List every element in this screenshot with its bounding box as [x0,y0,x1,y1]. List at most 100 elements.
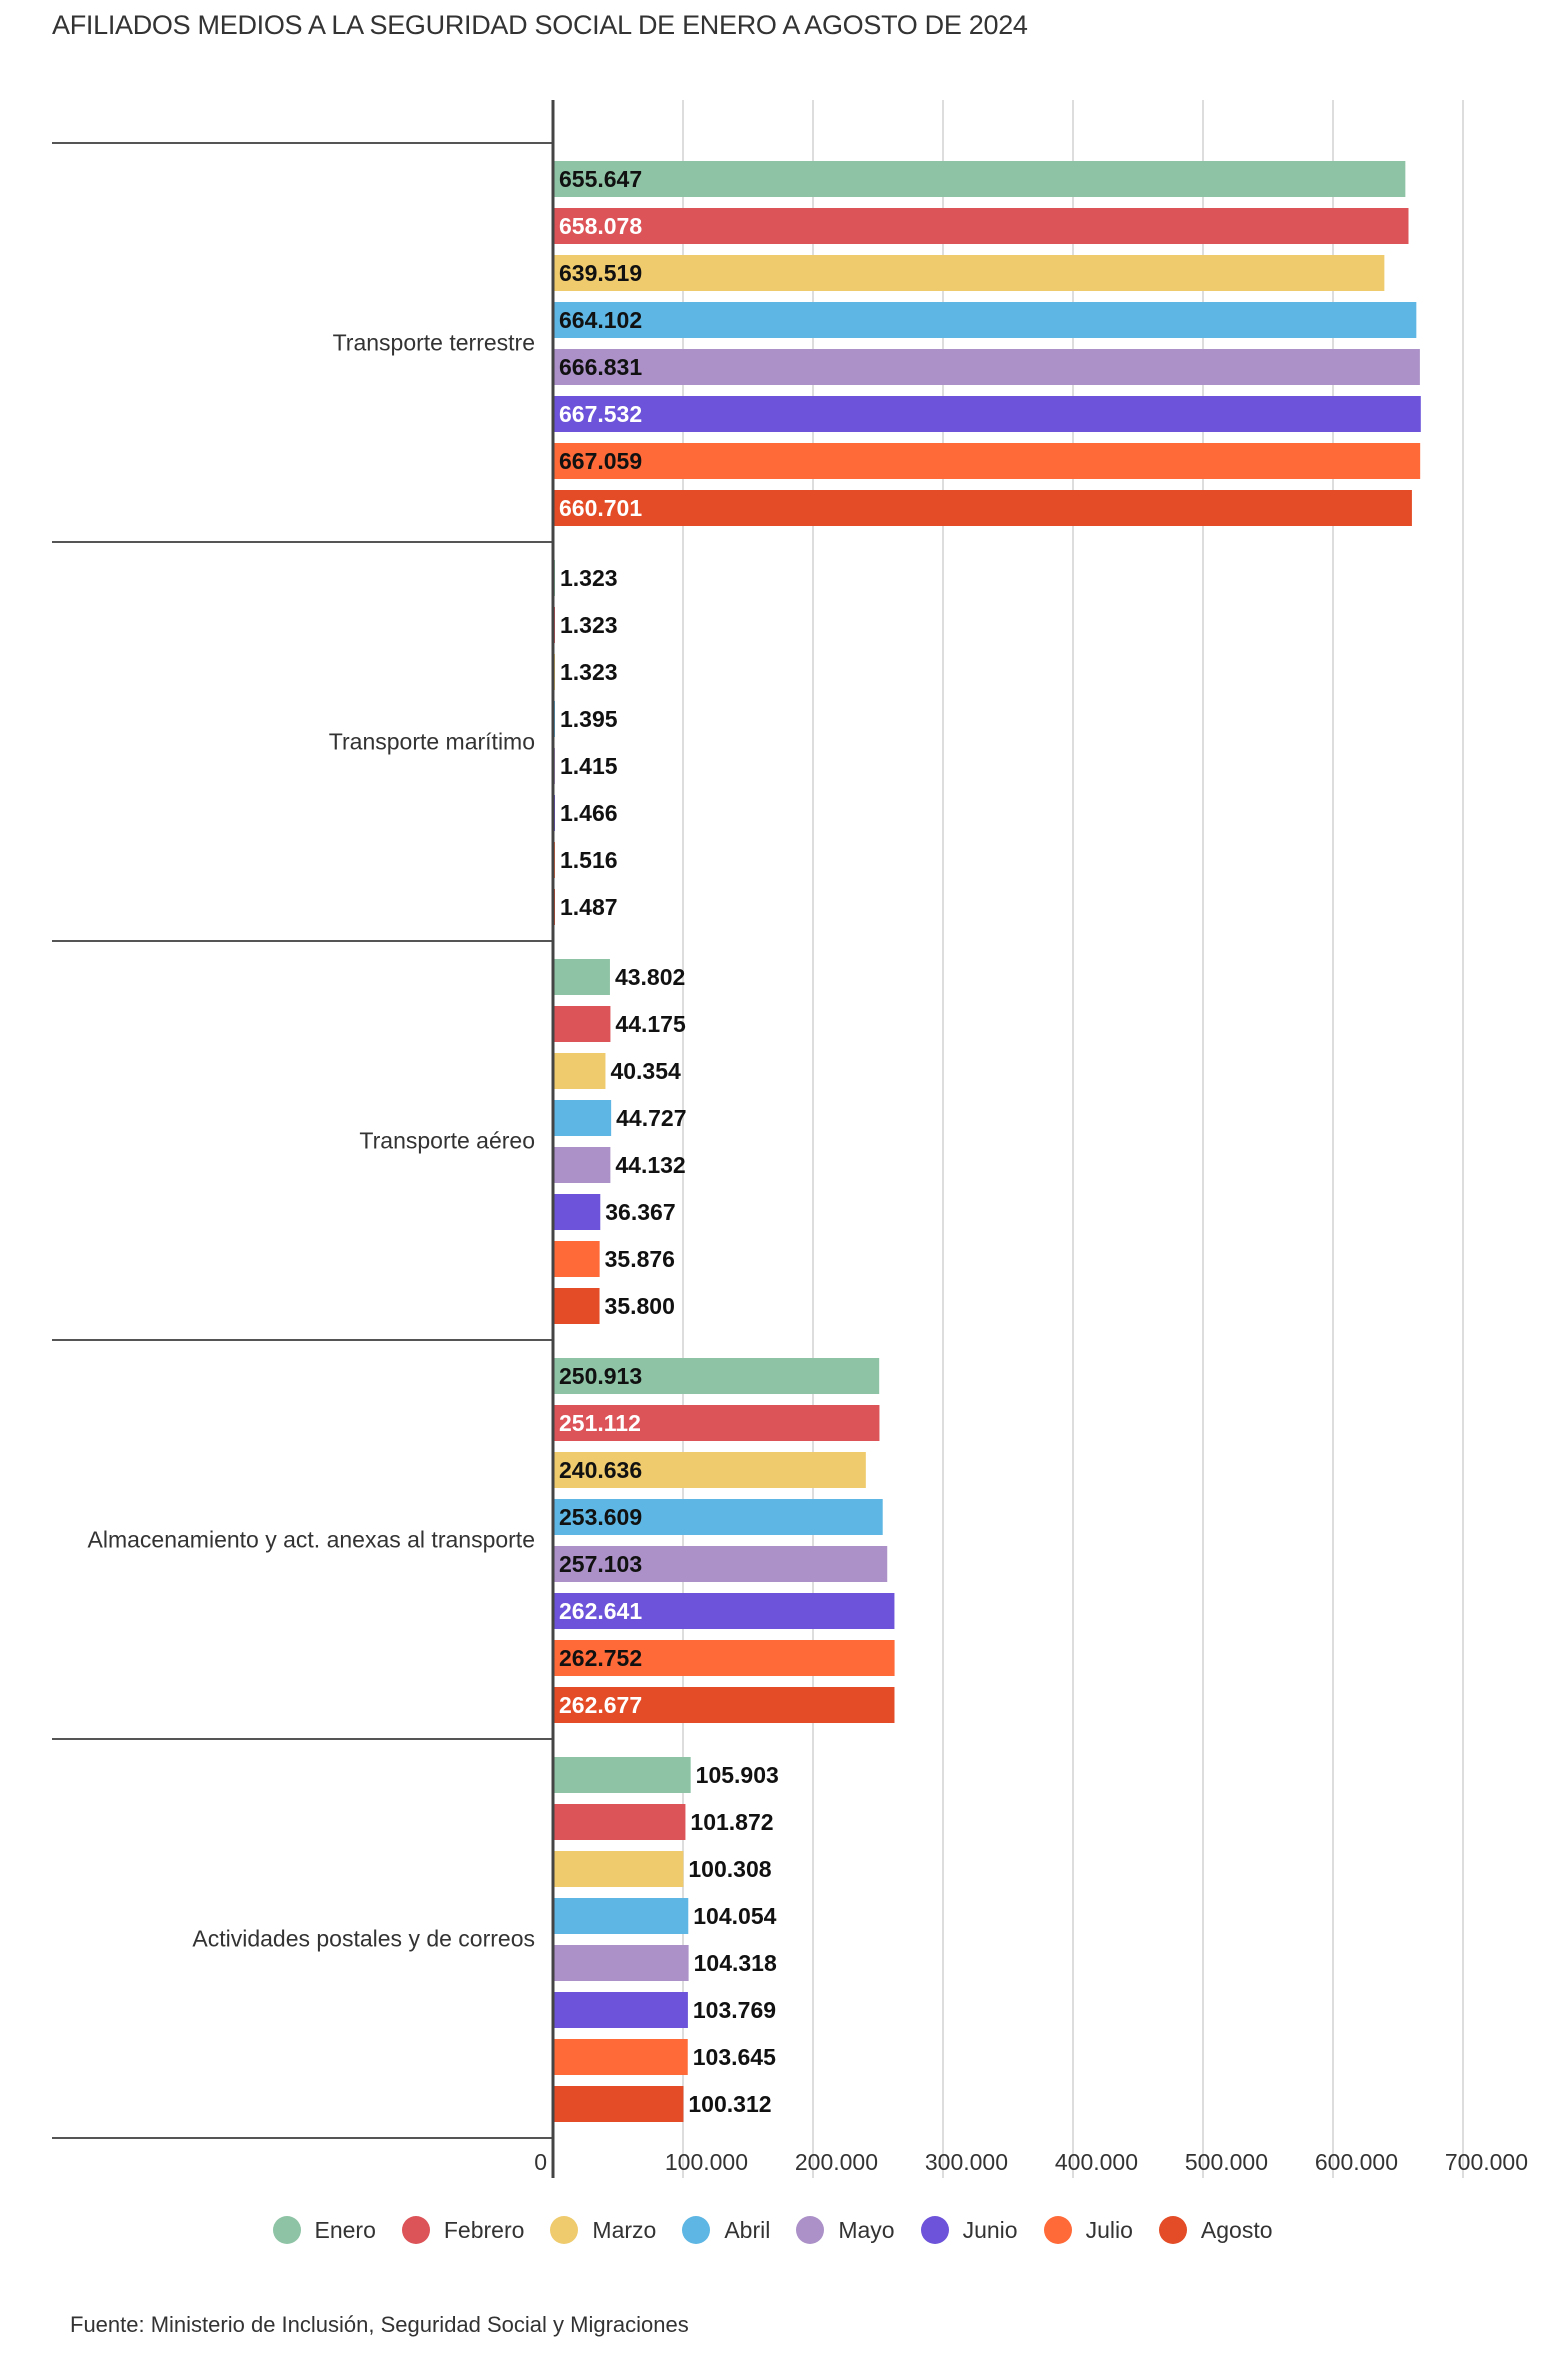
source-note: Fuente: Ministerio de Inclusión, Segurid… [70,2312,689,2337]
bar-agosto [553,490,1412,526]
data-label: 667.059 [559,448,642,474]
bar-enero [553,1757,691,1793]
bar-agosto [553,1288,600,1324]
legend: Enero Febrero Marzo Abril Mayo Junio Julio Agos… [0,2216,1545,2244]
legend-item-agosto[interactable]: Agosto [1158,2216,1273,2244]
data-label: 251.112 [559,1410,641,1436]
data-label: 667.532 [559,401,642,427]
category-label: Actividades postales y de correos [192,1926,535,1952]
chart-title: AFILIADOS MEDIOS A LA SEGURIDAD SOCIAL D… [52,10,1028,40]
data-label: 44.175 [615,1011,686,1037]
data-label: 250.913 [559,1363,642,1389]
data-label: 104.054 [693,1903,776,1929]
x-tick-label: 600.000 [1315,2149,1398,2175]
data-label: 1.323 [560,565,618,591]
data-label: 253.609 [559,1504,642,1530]
data-label: 35.876 [605,1246,675,1272]
bar-marzo [553,255,1385,291]
legend-dot-icon [1158,2216,1187,2244]
bar-junio [553,396,1421,432]
data-label: 1.516 [560,847,618,873]
bar-febrero [553,1804,686,1840]
data-label: 104.318 [694,1950,777,1976]
data-label: 101.872 [690,1809,773,1835]
legend-item-mayo[interactable]: Mayo [796,2216,895,2244]
legend-item-abril[interactable]: Abril [682,2216,770,2244]
legend-dot-icon [682,2216,711,2244]
legend-item-febrero[interactable]: Febrero [401,2216,525,2244]
bar-abril [553,1898,689,1934]
legend-label: Febrero [443,2216,525,2243]
bar-junio [553,1992,688,2028]
data-label: 100.312 [688,2091,771,2117]
data-label: 660.701 [559,495,642,521]
data-label: 1.415 [560,753,618,779]
x-tick-label: 300.000 [925,2149,1008,2175]
legend-label: Julio [1085,2216,1133,2243]
bar-febrero [553,208,1409,244]
bar-marzo [553,1851,684,1887]
data-label: 1.323 [560,659,618,685]
bar-enero [553,959,610,995]
data-label: 103.769 [693,1997,776,2023]
data-label: 639.519 [559,260,642,286]
bar-julio [553,2039,688,2075]
x-tick-label: 700.000 [1445,2149,1528,2175]
legend-dot-icon [401,2216,430,2244]
legend-item-enero[interactable]: Enero [272,2216,376,2244]
data-label: 262.752 [559,1645,642,1671]
bar-mayo [553,349,1420,385]
data-label: 43.802 [615,964,685,990]
data-label: 35.800 [605,1293,675,1319]
legend-label: Enero [314,2216,376,2243]
bar-marzo [553,1452,866,1488]
data-label: 240.636 [559,1457,642,1483]
x-tick-label: 0 [534,2149,547,2175]
legend-item-junio[interactable]: Junio [920,2216,1018,2244]
bar-abril [553,1100,612,1136]
bar-mayo [553,1945,689,1981]
data-label: 658.078 [559,213,642,239]
data-label: 1.487 [560,894,618,920]
bar-enero [553,1358,880,1394]
legend-dot-icon [1043,2216,1072,2244]
category-label: Transporte aéreo [359,1128,535,1154]
bar-julio [553,443,1421,479]
data-label: 1.323 [560,612,618,638]
bar-abril [553,302,1417,338]
data-label: 44.727 [616,1105,686,1131]
data-label: 262.677 [559,1692,642,1718]
data-label: 1.395 [560,706,618,732]
category-label: Transporte terrestre [333,330,535,356]
legend-label: Mayo [838,2216,895,2243]
bar-agosto [553,2086,684,2122]
x-tick-label: 500.000 [1185,2149,1268,2175]
bar-julio [553,1640,895,1676]
data-label: 655.647 [559,166,642,192]
data-label: 1.466 [560,800,618,826]
bar-junio [553,1194,601,1230]
legend-label: Marzo [592,2216,657,2243]
legend-label: Abril [724,2216,771,2243]
bar-enero [553,161,1406,197]
data-label: 103.645 [693,2044,776,2070]
data-label: 257.103 [559,1551,642,1577]
data-label: 44.132 [615,1152,685,1178]
legend-dot-icon [550,2216,579,2244]
data-label: 666.831 [559,354,642,380]
legend-dot-icon [796,2216,825,2244]
data-label: 664.102 [559,307,642,333]
data-label: 105.903 [696,1762,779,1788]
bar-febrero [553,1006,611,1042]
data-label: 36.367 [605,1199,675,1225]
legend-item-marzo[interactable]: Marzo [550,2216,656,2244]
x-tick-label: 100.000 [665,2149,748,2175]
bar-febrero [553,1405,880,1441]
data-label: 262.641 [559,1598,642,1624]
category-label: Almacenamiento y act. anexas al transpor… [88,1527,535,1553]
x-tick-label: 200.000 [795,2149,878,2175]
legend-item-julio[interactable]: Julio [1043,2216,1133,2244]
legend-dot-icon [920,2216,949,2244]
x-tick-label: 400.000 [1055,2149,1138,2175]
bar-mayo [553,1546,888,1582]
